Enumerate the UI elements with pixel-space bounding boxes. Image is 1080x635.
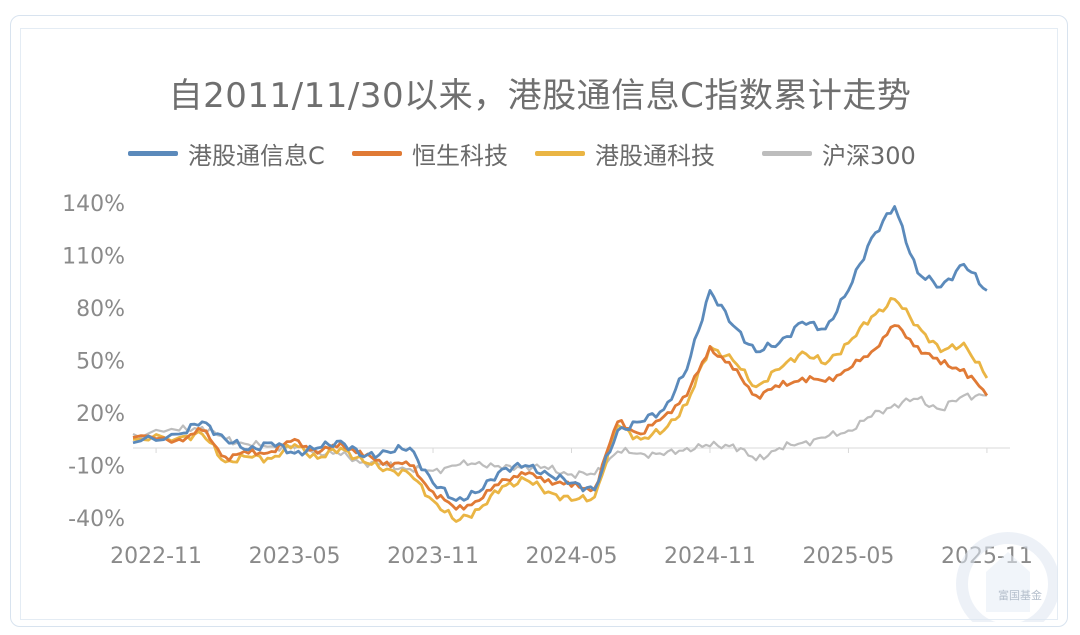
chart-card-inner xyxy=(20,28,1058,620)
y-tick-label: -40% xyxy=(68,507,125,532)
legend-label-series-3: 港股通科技 xyxy=(595,141,715,170)
series-line-1 xyxy=(132,205,988,502)
legend-swatch-series-3 xyxy=(535,150,585,156)
series-line-4 xyxy=(132,392,987,479)
x-tick-label: 2023-11 xyxy=(387,544,479,569)
chart-title: 自2011/11/30以来，港股通信息C指数累计走势 xyxy=(168,76,912,116)
legend-swatch-series-4 xyxy=(762,150,812,156)
x-tick-label: 2025-05 xyxy=(802,544,894,569)
legend-label-series-1: 港股通信息C xyxy=(188,141,325,170)
y-tick-label: 50% xyxy=(76,350,125,375)
legend-item-series-2: 恒生科技 xyxy=(352,138,508,170)
legend-item-series-1: 港股通信息C xyxy=(128,138,325,170)
x-tick-label: 2024-11 xyxy=(664,544,756,569)
y-tick-label: 110% xyxy=(62,245,125,270)
legend-item-series-4: 沪深300 xyxy=(762,138,916,170)
legend-item-series-3: 港股通科技 xyxy=(535,138,715,170)
series-line-2 xyxy=(132,324,989,511)
legend-label-series-2: 恒生科技 xyxy=(412,141,508,170)
x-tick-label: 2023-05 xyxy=(249,544,341,569)
series-line-3 xyxy=(132,296,989,523)
legend-swatch-series-1 xyxy=(128,150,178,156)
legend-swatch-series-2 xyxy=(352,150,402,156)
y-tick-label: 20% xyxy=(76,402,125,427)
y-tick-label: 140% xyxy=(62,192,125,217)
x-tick-label: 2024-05 xyxy=(526,544,618,569)
y-tick-label: -10% xyxy=(68,455,125,480)
legend-label-series-4: 沪深300 xyxy=(822,141,916,170)
x-tick-label: 2022-11 xyxy=(110,544,202,569)
y-tick-label: 80% xyxy=(76,297,125,322)
fund-logo-watermark-icon xyxy=(956,532,1058,622)
chart-legend: 港股通信息C 恒生科技 港股通科技 沪深300 xyxy=(0,138,1080,170)
watermark-text: 富国基金 xyxy=(998,589,1042,602)
